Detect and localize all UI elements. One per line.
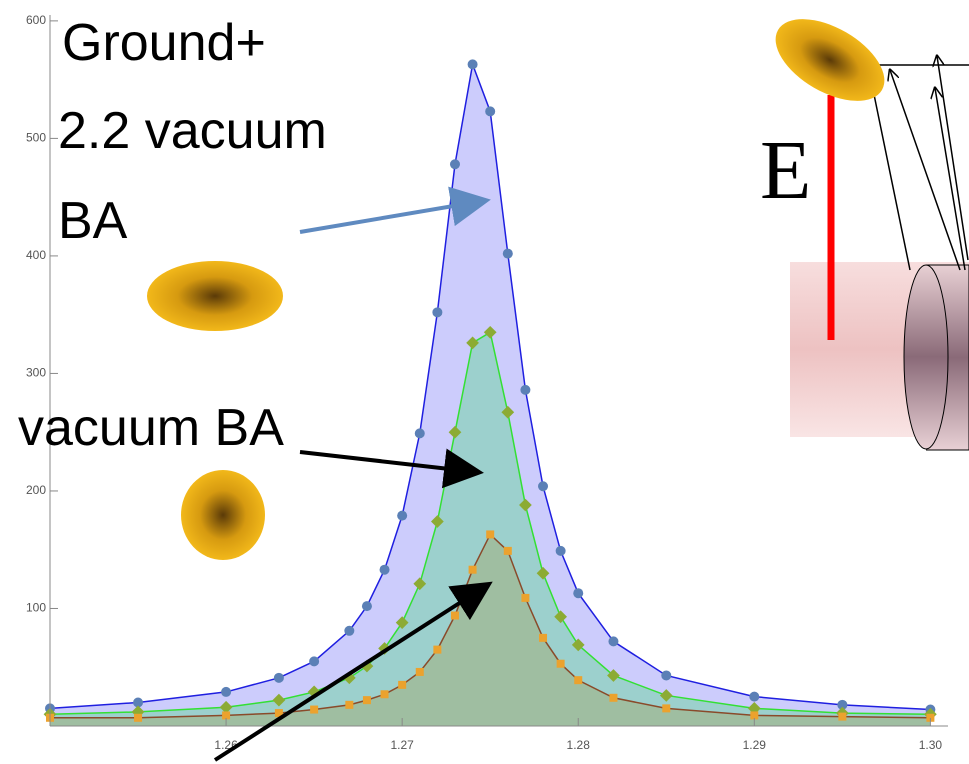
point xyxy=(749,691,760,702)
point xyxy=(310,705,319,714)
point xyxy=(397,510,408,521)
point xyxy=(608,636,619,647)
point xyxy=(222,711,231,720)
point xyxy=(556,659,565,668)
annotation: vacuum BA xyxy=(18,399,284,457)
point xyxy=(448,425,462,439)
point xyxy=(661,670,672,681)
ray xyxy=(937,56,969,261)
point xyxy=(538,481,549,492)
y-tick-label: 600 xyxy=(26,13,46,27)
point xyxy=(501,405,515,419)
area xyxy=(50,332,931,726)
point xyxy=(134,713,143,722)
point xyxy=(273,672,284,683)
annotation: BA xyxy=(58,192,128,250)
x-tick-label: 1.27 xyxy=(390,738,414,752)
y-tick-label: 200 xyxy=(26,483,46,497)
x-tick-label: 1.29 xyxy=(743,738,767,752)
point xyxy=(274,709,283,718)
point xyxy=(926,713,935,722)
particle xyxy=(181,470,265,560)
annotation: E xyxy=(760,124,811,217)
point xyxy=(609,693,618,702)
ray xyxy=(935,88,966,271)
point xyxy=(380,690,389,699)
y-tick-label: 100 xyxy=(26,601,46,615)
point xyxy=(415,667,424,676)
annotation: Ground+ xyxy=(62,14,266,72)
point xyxy=(133,697,144,708)
point xyxy=(838,712,847,721)
fit-line xyxy=(49,61,931,711)
arrow xyxy=(213,581,493,762)
point xyxy=(555,545,566,556)
particle xyxy=(775,19,885,101)
point xyxy=(433,645,442,654)
point xyxy=(398,680,407,689)
particle xyxy=(147,261,283,331)
point xyxy=(466,336,479,350)
ray xyxy=(869,74,911,271)
point xyxy=(221,686,232,697)
point xyxy=(539,633,548,642)
point xyxy=(837,699,848,710)
point xyxy=(361,601,372,612)
point xyxy=(449,159,460,170)
point xyxy=(662,704,671,713)
point xyxy=(503,546,512,555)
point xyxy=(468,565,477,574)
area xyxy=(50,534,931,726)
point xyxy=(483,325,497,339)
annotation: 2.2 vacuum xyxy=(58,102,327,160)
y-tick-label: 300 xyxy=(26,366,46,380)
x-tick-label: 1.30 xyxy=(919,738,943,752)
point xyxy=(432,307,443,318)
arrow xyxy=(299,186,491,234)
point xyxy=(486,530,495,539)
point xyxy=(750,711,759,720)
point xyxy=(414,428,425,439)
point xyxy=(573,588,584,599)
arrow xyxy=(299,448,484,489)
y-tick-label: 400 xyxy=(26,248,46,262)
point xyxy=(450,611,459,620)
point xyxy=(467,59,478,70)
point xyxy=(309,656,320,667)
point xyxy=(344,625,355,636)
point xyxy=(362,696,371,705)
point xyxy=(521,593,530,602)
point xyxy=(502,248,513,259)
point xyxy=(485,106,496,117)
diagram xyxy=(147,19,969,762)
point xyxy=(379,564,390,575)
ray xyxy=(890,70,961,271)
point xyxy=(345,700,354,709)
cylinder-face xyxy=(903,264,949,450)
x-tick-label: 1.28 xyxy=(567,738,591,752)
y-tick-label: 500 xyxy=(26,131,46,145)
point xyxy=(520,384,531,395)
point xyxy=(574,676,583,685)
fit-line xyxy=(49,331,931,715)
